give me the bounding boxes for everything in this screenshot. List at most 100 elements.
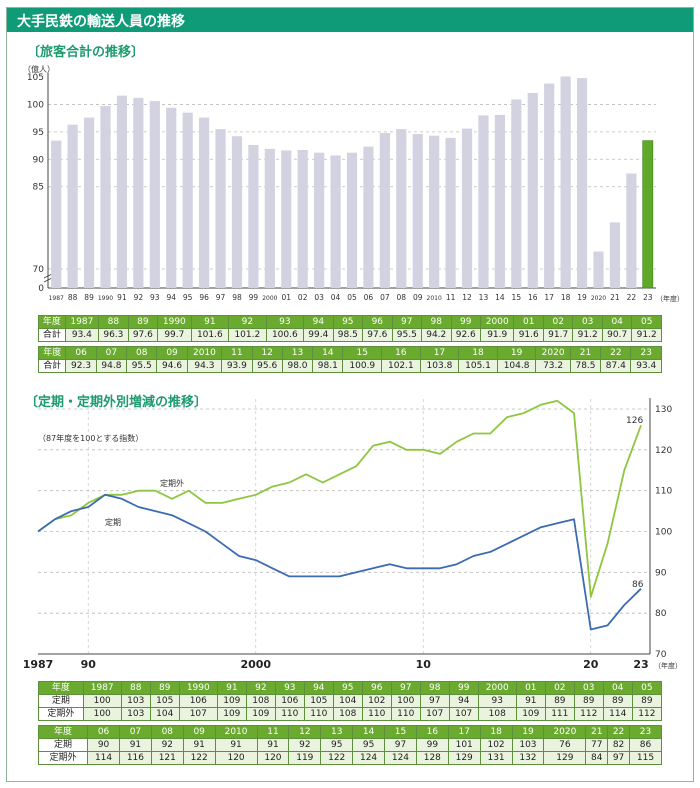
table-cell: 90.7 <box>601 328 633 342</box>
table-cell: 92 <box>288 738 322 752</box>
table-cell: 11 <box>256 725 290 739</box>
table-cell: 91 <box>118 738 152 752</box>
table-cell: 23 <box>630 346 662 360</box>
table-cell: 120 <box>214 751 258 765</box>
table-cell: 104 <box>332 694 363 708</box>
table-cell: 103.8 <box>419 359 460 373</box>
table-cell: 100 <box>82 694 122 708</box>
table-cell: 94 <box>303 315 334 329</box>
chart2-data-table-1: 年度 1987 88 89 1990 91 92 93 94 95 96 97 98 99 2000 01 02… <box>38 681 663 721</box>
table-cell: 94.6 <box>156 359 188 373</box>
table-cell: 97 <box>390 681 421 695</box>
table-cell: 98 <box>421 315 452 329</box>
table-cell: 22 <box>600 346 632 360</box>
table-cell: 91.2 <box>631 328 662 342</box>
table-cell: 102 <box>479 738 513 752</box>
table-row-label: 定期 <box>38 694 84 708</box>
table-cell: 129 <box>447 751 481 765</box>
table-cell: 98.1 <box>312 359 344 373</box>
chart2-data-table-2: 年度 06 07 08 09 2010 11 12 13 14 15 16 17 18 19 2020 21 22… <box>37 725 663 765</box>
table-cell: 94.2 <box>421 328 452 342</box>
table-cell: 91 <box>515 694 546 708</box>
table-cell: 07 <box>118 725 152 739</box>
table-cell: 92 <box>245 681 276 695</box>
table-cell: 131 <box>479 751 513 765</box>
table-cell: 109 <box>216 707 247 721</box>
table-cell: 14 <box>352 725 386 739</box>
table-cell: 16 <box>415 725 449 739</box>
table-cell: 98 <box>419 681 450 695</box>
table-row-label: 年度 <box>37 725 89 739</box>
table-cell: 02 <box>542 315 574 329</box>
table-row-label: 定期 <box>37 738 89 752</box>
table-cell: 91.7 <box>542 328 574 342</box>
table-cell: 120 <box>256 751 290 765</box>
table-cell: 100.9 <box>342 359 383 373</box>
table-cell: 91.9 <box>479 328 515 342</box>
table-cell: 22 <box>607 725 630 739</box>
table-cell: 2000 <box>477 681 517 695</box>
table-cell: 94.8 <box>95 359 128 373</box>
table-cell: 2000 <box>479 315 515 329</box>
table-cell: 93 <box>477 694 517 708</box>
table-cell: 91 <box>190 315 230 329</box>
table-cell: 13 <box>320 725 354 739</box>
header-bar: 大手民鉄の輸送人員の推移 <box>7 8 693 32</box>
table-cell: 09 <box>156 346 188 360</box>
table-cell: 119 <box>288 751 322 765</box>
table-cell: 23 <box>628 725 663 739</box>
table-cell: 94 <box>448 694 479 708</box>
table-cell: 109 <box>515 707 546 721</box>
table-cell: 93.9 <box>221 359 253 373</box>
table-cell: 110 <box>390 707 421 721</box>
table-cell: 92.3 <box>65 359 97 373</box>
table-cell: 03 <box>573 681 604 695</box>
table-cell: 73.2 <box>535 359 571 373</box>
table-cell: 18 <box>479 725 513 739</box>
table-cell: 98.0 <box>281 359 314 373</box>
table-cell: 1987 <box>82 681 122 695</box>
table-cell: 99 <box>450 315 481 329</box>
table-cell: 18 <box>458 346 498 360</box>
table-row-label: 定期外 <box>37 751 89 765</box>
table-cell: 99 <box>415 738 449 752</box>
table-cell: 2020 <box>535 346 571 360</box>
table-cell: 103 <box>511 738 545 752</box>
table-cell: 111 <box>544 707 575 721</box>
table-cell: 09 <box>182 725 216 739</box>
table-cell: 128 <box>415 751 449 765</box>
table-cell: 110 <box>274 707 305 721</box>
table-cell: 2020 <box>543 725 587 739</box>
table-header-row: 年度 1987 88 89 1990 91 92 93 94 95 96 97 98 99 2000 01 02… <box>38 315 662 329</box>
table-row: 定期外 100 103 104 107 109 109 110 110 108 110 110 107 1… <box>38 707 663 721</box>
table-cell: 108 <box>477 707 517 721</box>
table-cell: 02 <box>544 681 575 695</box>
table-cell: 121 <box>150 751 184 765</box>
table-row: 定期 100 103 105 106 109 108 106 105 104 102 100 97 94 9… <box>38 694 663 708</box>
table-cell: 129 <box>543 751 587 765</box>
table-cell: 101 <box>447 738 481 752</box>
table-cell: 91 <box>256 738 290 752</box>
table-cell: 110 <box>303 707 334 721</box>
figure-title: 大手民鉄の輸送人員の推移 <box>17 14 185 30</box>
table-row-label: 年度 <box>37 346 67 360</box>
table-row-label: 年度 <box>38 315 66 329</box>
table-cell: 122 <box>182 751 216 765</box>
table-cell: 99.4 <box>303 328 334 342</box>
table-cell: 88 <box>98 315 129 329</box>
table-cell: 2010 <box>186 346 223 360</box>
table-cell: 105 <box>303 694 334 708</box>
table-cell: 87.4 <box>600 359 632 373</box>
table-row: 定期 90 91 92 91 91 91 92 95 95 97 99 101 102 103 76 77 82 8… <box>37 738 663 752</box>
table-cell: 92 <box>228 315 267 329</box>
table-cell: 102.1 <box>381 359 421 373</box>
table-cell: 89 <box>631 694 663 708</box>
table-cell: 98.5 <box>332 328 364 342</box>
chart1-section-title: 〔旅客合計の推移〕 <box>27 45 145 60</box>
table-cell: 101.2 <box>228 328 267 342</box>
table-cell: 104 <box>149 707 180 721</box>
table-cell: 100.6 <box>265 328 305 342</box>
table-cell: 93 <box>265 315 305 329</box>
table-cell: 114 <box>602 707 633 721</box>
table-cell: 1990 <box>157 315 192 329</box>
